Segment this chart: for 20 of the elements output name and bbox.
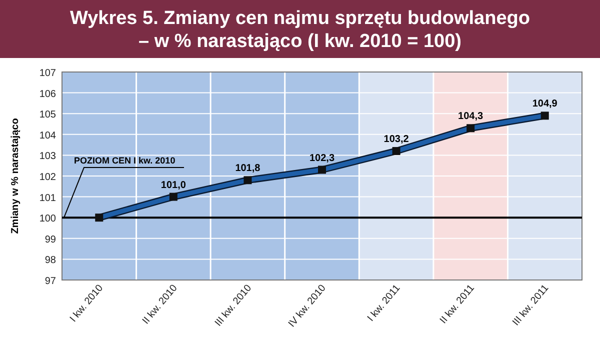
- chart-title: Wykres 5. Zmiany cen najmu sprzętu budowlanego – w % narastająco (I kw. 2010 = 100): [70, 8, 530, 52]
- text: 101,0: [160, 180, 186, 191]
- text: 104,3: [458, 111, 484, 122]
- text: 102,3: [309, 152, 335, 164]
- y-tick-label: 104: [39, 130, 56, 142]
- ref-line-label: POZIOM CEN I kw. 2010: [74, 156, 176, 166]
- text: 101,8: [235, 163, 260, 174]
- y-tick-label: 98: [44, 255, 56, 266]
- y-tick-label: 107: [39, 68, 56, 79]
- text: 104,9: [532, 98, 558, 110]
- y-tick-label: 105: [39, 110, 56, 121]
- y-tick-label: 106: [39, 88, 56, 100]
- text: 103,2: [384, 134, 409, 146]
- y-tick-label: 97: [44, 276, 56, 287]
- y-tick-label: 103: [39, 151, 56, 162]
- y-tick-label: 102: [39, 172, 56, 183]
- y-tick-label: 101: [39, 192, 56, 204]
- y-tick-label: 99: [44, 234, 56, 246]
- y-axis-title: Zmiany w % narastająco: [10, 118, 21, 234]
- y-tick-label: 100: [39, 214, 56, 225]
